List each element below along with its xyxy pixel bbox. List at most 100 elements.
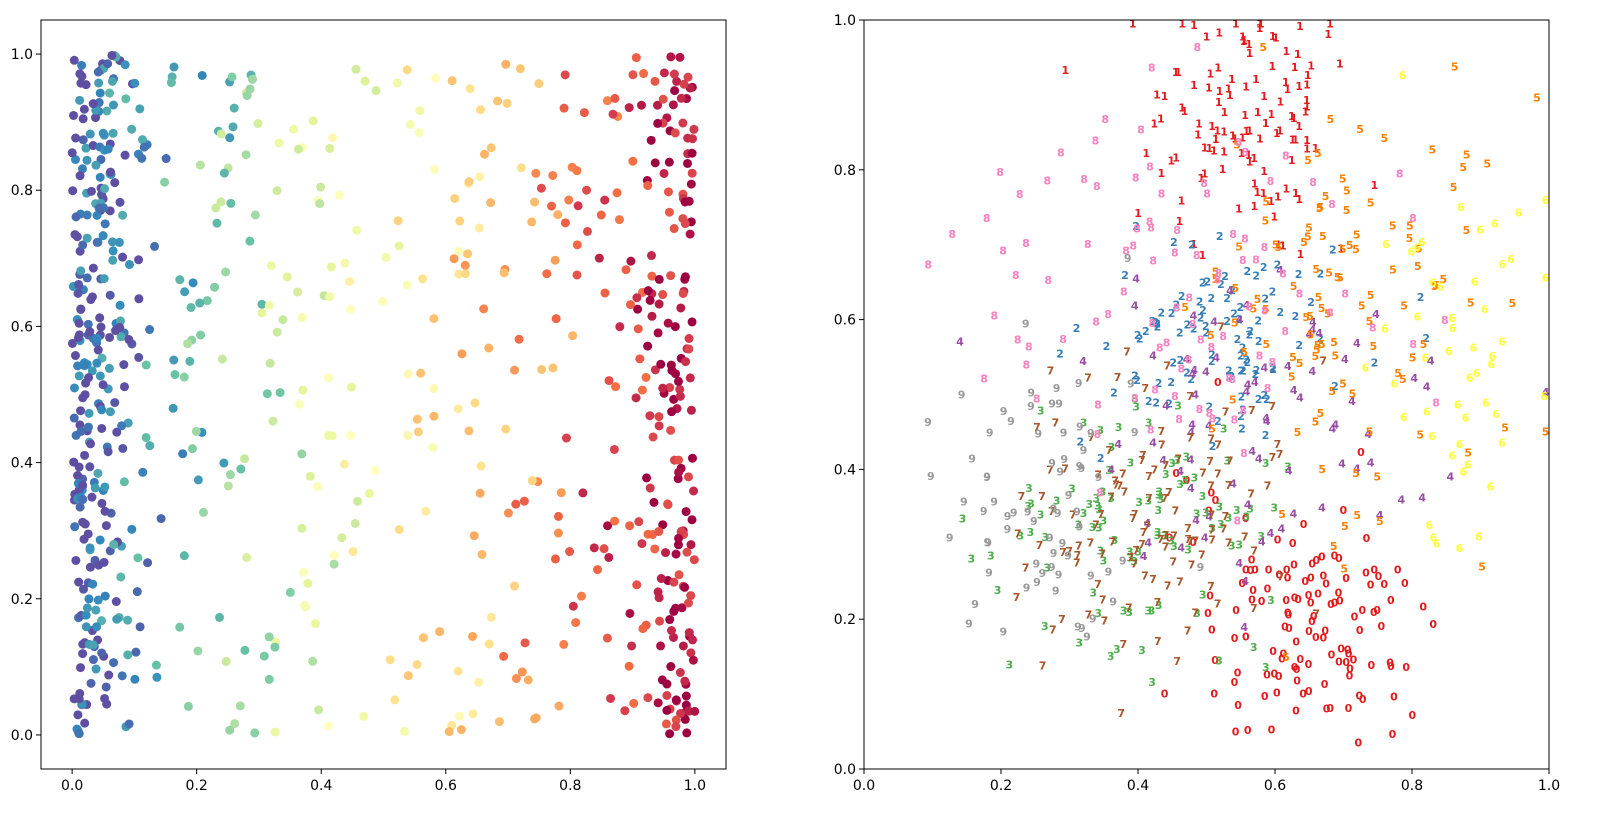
digit-7-mark: 7: [1138, 454, 1146, 467]
left-point: [675, 52, 685, 62]
left-point: [666, 271, 676, 281]
left-point: [449, 254, 459, 264]
left-point: [392, 78, 402, 88]
digit-7-mark: 7: [1176, 575, 1184, 588]
left-point: [683, 472, 693, 482]
digit-1-mark: 1: [1176, 215, 1184, 228]
left-point: [662, 705, 672, 715]
digit-1-mark: 1: [1239, 30, 1247, 43]
digit-3-mark: 3: [1097, 545, 1105, 558]
digit-4-mark: 4: [1376, 509, 1384, 522]
left-point: [84, 408, 94, 418]
digit-2-mark: 2: [1199, 304, 1207, 317]
left-point: [168, 403, 178, 413]
digit-2-mark: 2: [1187, 373, 1195, 386]
digit-5-mark: 5: [1319, 230, 1327, 243]
digit-2-mark: 2: [1208, 348, 1216, 361]
left-point: [593, 565, 603, 575]
left-point: [118, 252, 128, 262]
left-point: [675, 667, 685, 677]
left-point: [515, 64, 525, 74]
left-point: [658, 290, 668, 300]
digit-6-mark: 6: [1466, 372, 1474, 385]
digit-6-mark: 6: [1473, 367, 1481, 380]
digit-1-mark: 1: [1206, 142, 1214, 155]
digit-4-mark: 4: [1267, 527, 1275, 540]
digit-2-mark: 2: [1056, 348, 1064, 361]
left-point: [97, 616, 107, 626]
digit-1-mark: 1: [1288, 154, 1296, 167]
digit-2-mark: 2: [1183, 366, 1191, 379]
digit-1-mark: 1: [1212, 133, 1220, 146]
digit-8-mark: 8: [1016, 188, 1024, 201]
digit-0-mark: 0: [1264, 582, 1272, 595]
digit-6-mark: 6: [1426, 519, 1434, 532]
digit-2-mark: 2: [1197, 311, 1205, 324]
digit-4-mark: 4: [1144, 536, 1152, 549]
digit-4-mark: 4: [1191, 388, 1199, 401]
left-point: [112, 614, 122, 624]
left-point: [689, 555, 699, 565]
left-point: [78, 393, 88, 403]
digit-6-mark: 6: [1542, 194, 1550, 207]
digit-1-mark: 1: [1303, 143, 1311, 156]
digit-7-mark: 7: [1014, 528, 1022, 541]
digit-4-mark: 4: [1364, 428, 1372, 441]
left-point: [119, 360, 129, 370]
left-point: [678, 641, 688, 651]
left-point: [99, 274, 109, 284]
left-point: [84, 594, 94, 604]
left-point: [297, 523, 307, 533]
left-point: [641, 372, 651, 382]
left-point: [685, 229, 695, 239]
digit-8-mark: 8: [1092, 316, 1100, 329]
digit-0-mark: 0: [1278, 652, 1286, 665]
digit-0-mark: 0: [1301, 575, 1309, 588]
left-point: [658, 94, 668, 104]
digit-8-mark: 8: [999, 245, 1007, 258]
left-point: [178, 449, 188, 459]
left-point: [106, 167, 116, 177]
digit-1-mark: 1: [1257, 18, 1265, 31]
left-point: [240, 645, 250, 655]
left-point: [156, 514, 166, 524]
digit-6-mark: 6: [1437, 281, 1445, 294]
left-point: [88, 640, 98, 650]
digit-0-mark: 0: [1390, 690, 1398, 703]
left-point: [675, 391, 685, 401]
digit-9-mark: 9: [1032, 557, 1040, 570]
digit-2-mark: 2: [1295, 268, 1303, 281]
left-point: [474, 677, 484, 687]
left-point: [666, 360, 676, 370]
digit-7-mark: 7: [1186, 432, 1194, 445]
digit-9-mark: 9: [960, 496, 968, 509]
left-point: [73, 710, 83, 720]
digit-8-mark: 8: [1215, 267, 1223, 280]
digit-3-mark: 3: [1170, 540, 1178, 553]
digit-4-mark: 4: [1188, 419, 1196, 432]
left-point: [431, 73, 441, 83]
left-point: [476, 461, 486, 471]
digit-2-mark: 2: [1217, 278, 1225, 291]
left-point: [191, 426, 201, 436]
left-point: [305, 471, 315, 481]
left-point: [77, 60, 87, 70]
digit-7-mark: 7: [1188, 559, 1196, 572]
left-point: [687, 168, 697, 178]
left-point: [138, 467, 148, 477]
digit-1-mark: 1: [1157, 167, 1165, 180]
left-point: [328, 133, 338, 143]
digit-5-mark: 5: [1289, 351, 1297, 364]
left-point: [91, 664, 101, 674]
digit-7-mark: 7: [1085, 609, 1093, 622]
digit-9-mark: 9: [1038, 567, 1046, 580]
digit-0-mark: 0: [1336, 594, 1344, 607]
digit-7-mark: 7: [1046, 464, 1054, 477]
left-point: [91, 160, 101, 170]
digit-8-mark: 8: [1205, 407, 1213, 420]
digit-2-mark: 2: [1168, 307, 1176, 320]
digit-2-mark: 2: [1269, 285, 1277, 298]
digit-2-mark: 2: [1371, 357, 1379, 370]
left-point: [270, 642, 280, 652]
digit-8-mark: 8: [1261, 241, 1269, 254]
